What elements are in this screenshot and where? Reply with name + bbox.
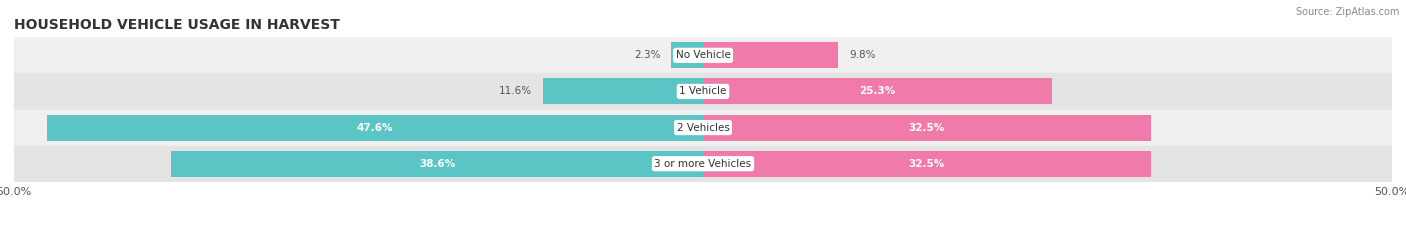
Bar (48, 115, 703, 140)
Bar (703, 79, 1052, 104)
Text: Source: ZipAtlas.com: Source: ZipAtlas.com (1295, 7, 1399, 17)
Text: 3 or more Vehicles: 3 or more Vehicles (654, 159, 752, 169)
Bar (543, 79, 703, 104)
Text: 25.3%: 25.3% (859, 86, 896, 96)
Text: 47.6%: 47.6% (357, 123, 394, 133)
Bar (14, 110, 1392, 146)
Bar (14, 73, 1392, 110)
Text: 32.5%: 32.5% (908, 123, 945, 133)
Text: 38.6%: 38.6% (419, 159, 456, 169)
Bar (703, 115, 1152, 140)
Bar (703, 42, 838, 68)
Bar (703, 151, 1152, 177)
Text: 2 Vehicles: 2 Vehicles (676, 123, 730, 133)
Text: 11.6%: 11.6% (499, 86, 531, 96)
Text: 1 Vehicle: 1 Vehicle (679, 86, 727, 96)
Bar (14, 146, 1392, 182)
Bar (671, 42, 703, 68)
Text: No Vehicle: No Vehicle (675, 50, 731, 60)
Text: 9.8%: 9.8% (849, 50, 876, 60)
Legend: Owner-occupied, Renter-occupied: Owner-occupied, Renter-occupied (583, 232, 823, 233)
Text: 32.5%: 32.5% (908, 159, 945, 169)
Text: 2.3%: 2.3% (634, 50, 661, 60)
Text: HOUSEHOLD VEHICLE USAGE IN HARVEST: HOUSEHOLD VEHICLE USAGE IN HARVEST (14, 18, 340, 32)
Bar (14, 37, 1392, 73)
Bar (172, 151, 703, 177)
